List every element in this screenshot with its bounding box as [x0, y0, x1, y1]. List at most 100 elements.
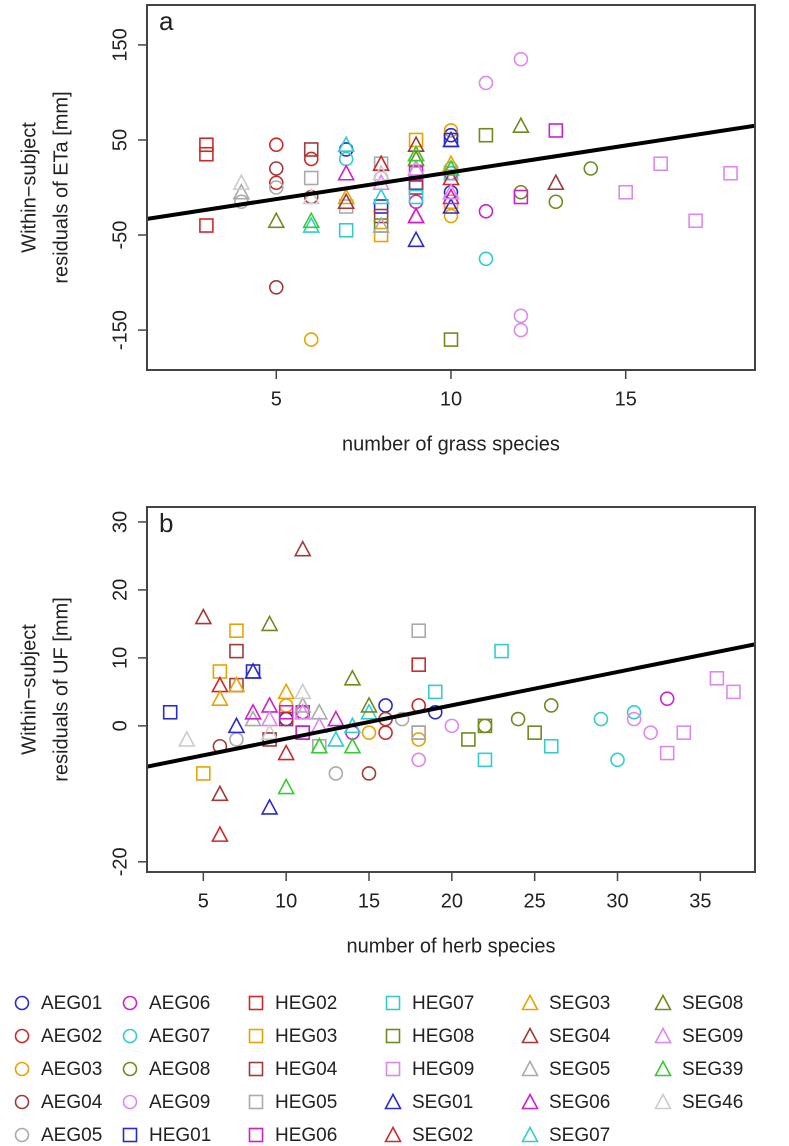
panel-label: a [159, 6, 174, 36]
point [443, 123, 459, 138]
legend-label: HEG02 [275, 993, 337, 1014]
point [618, 184, 634, 200]
point [527, 725, 542, 740]
point [548, 123, 564, 138]
point [337, 135, 356, 153]
point [411, 623, 426, 639]
legend-label: HEG07 [412, 993, 474, 1014]
point [543, 738, 559, 754]
point [229, 643, 244, 659]
legend-label: AEG07 [149, 1026, 210, 1047]
point [337, 164, 356, 181]
point [407, 149, 425, 167]
point [267, 211, 286, 229]
point [583, 161, 599, 176]
legend-label: AEG04 [41, 1092, 103, 1113]
point [626, 711, 642, 727]
point [407, 135, 425, 153]
point [513, 184, 529, 200]
point [723, 165, 738, 181]
legend-marker [521, 993, 539, 1011]
point [260, 614, 279, 632]
point [513, 308, 529, 324]
point [278, 704, 294, 720]
legend-marker [248, 1127, 264, 1143]
point [659, 745, 675, 761]
point [194, 607, 213, 625]
point [407, 230, 425, 248]
point [512, 116, 530, 134]
point [610, 752, 625, 768]
y-tick-label: -150 [109, 310, 131, 350]
point [310, 737, 329, 754]
point [227, 716, 246, 734]
legend-marker [248, 1094, 264, 1110]
point [303, 142, 319, 157]
legend-marker [248, 1061, 264, 1077]
legend-marker [385, 995, 401, 1011]
point [196, 766, 211, 781]
point [361, 725, 377, 740]
point [302, 216, 321, 233]
legend-label: SEG06 [549, 1092, 610, 1113]
x-axis-label: number of herb species [346, 935, 555, 957]
point [643, 725, 658, 740]
x-tick-label: 10 [440, 388, 462, 410]
point [510, 711, 526, 727]
point [361, 766, 377, 781]
point [478, 127, 494, 143]
legend-label: SEG01 [412, 1092, 473, 1113]
point [277, 777, 295, 795]
x-tick-label: 5 [271, 388, 282, 410]
point [277, 682, 295, 700]
point [268, 180, 284, 195]
point [177, 730, 196, 747]
y-axis-label: residuals of UF [mm] [50, 597, 72, 781]
legend-marker [654, 1026, 672, 1044]
legend-marker [122, 1028, 138, 1044]
legend-label: SEG07 [549, 1125, 610, 1146]
panel-label: b [159, 508, 173, 538]
point [227, 675, 246, 693]
legend-label: HEG06 [275, 1125, 337, 1146]
x-tick-label: 10 [275, 890, 297, 912]
point [443, 208, 459, 224]
point [337, 192, 356, 210]
legend-marker [654, 993, 672, 1011]
point [513, 51, 529, 67]
point [726, 684, 741, 700]
trend-line [147, 123, 755, 221]
trend-line [147, 642, 755, 769]
point [378, 698, 393, 713]
point [372, 164, 390, 181]
legend-label: HEG08 [412, 1026, 474, 1047]
point [407, 159, 425, 176]
point [477, 718, 493, 734]
legend-label: AEG05 [41, 1125, 102, 1146]
legend-label: AEG03 [41, 1059, 102, 1080]
point [427, 704, 443, 720]
point [343, 737, 362, 754]
legend-label: HEG04 [275, 1059, 338, 1080]
plot-frame [146, 506, 756, 873]
point [442, 159, 460, 176]
point [444, 718, 460, 734]
legend-label: AEG02 [41, 1026, 102, 1047]
point [407, 206, 425, 224]
y-tick-label: 30 [109, 511, 131, 533]
point [328, 766, 344, 781]
legend-marker [14, 1127, 30, 1143]
point [338, 151, 354, 167]
point [408, 180, 424, 195]
point [211, 784, 229, 802]
point [373, 227, 389, 243]
legend-marker [14, 1061, 30, 1077]
point [688, 213, 703, 229]
point [302, 187, 321, 205]
point [338, 222, 354, 238]
point [327, 709, 345, 727]
point [373, 199, 389, 214]
point [407, 145, 425, 162]
point [232, 173, 251, 191]
x-tick-label: 30 [606, 890, 628, 912]
